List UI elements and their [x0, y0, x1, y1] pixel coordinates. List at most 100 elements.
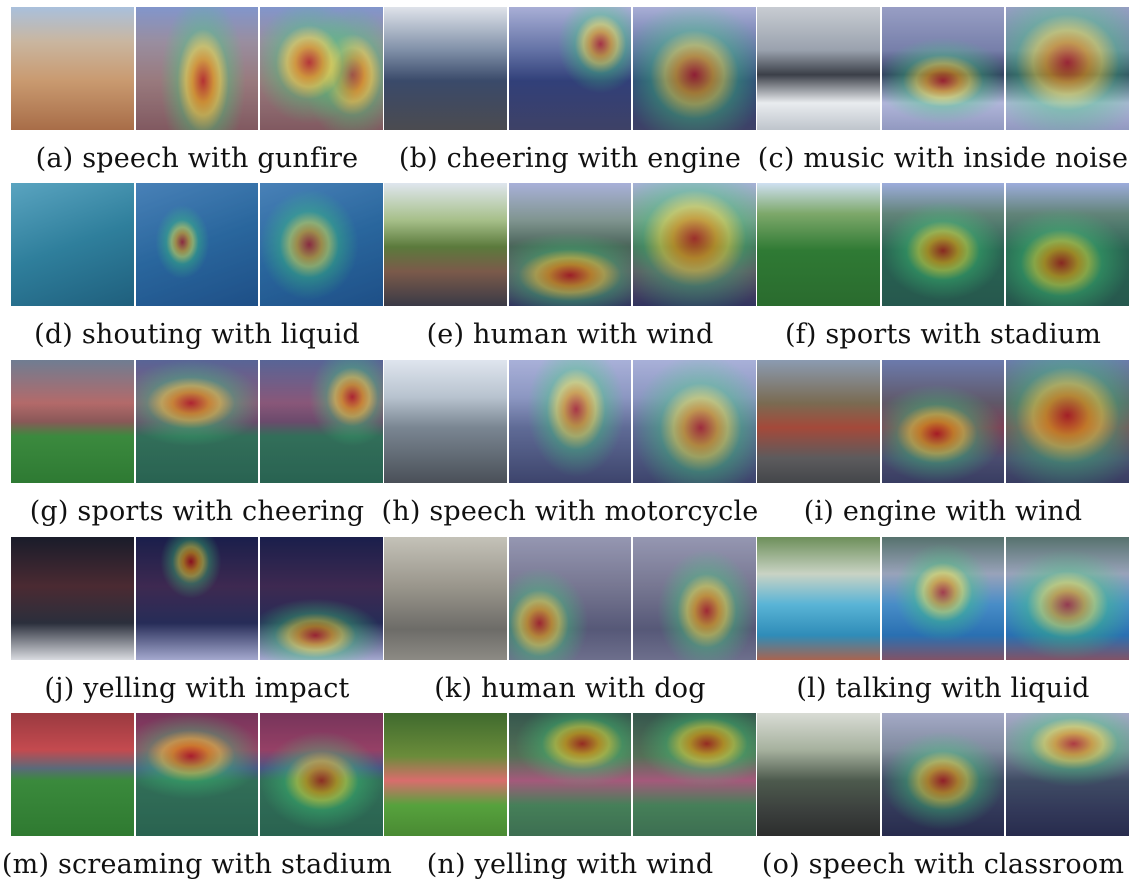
heatmap-overlay [881, 713, 1005, 836]
figure-panel: (d) shouting with liquid [11, 183, 383, 360]
scene-image [757, 183, 880, 306]
heatmap-frame-2 [633, 360, 756, 483]
heatmap-overlay [135, 183, 259, 306]
panel-caption: (g) sports with cheering [29, 496, 365, 527]
heatmap-frame-2 [260, 360, 383, 483]
heatmap-frame-1 [508, 537, 632, 660]
heatmap-frame-1 [508, 7, 632, 130]
image-triplet [757, 360, 1129, 483]
scene-image [384, 713, 507, 836]
heatmap-frame-2 [260, 537, 383, 660]
heatmap-frame-2 [1006, 713, 1129, 836]
original-frame [11, 183, 134, 306]
heatmap-overlay [135, 537, 259, 660]
heatmap-overlay [508, 537, 632, 660]
heatmap-frame-1 [135, 183, 259, 306]
heatmap-frame-1 [881, 7, 1005, 130]
heatmap-overlay [260, 183, 383, 306]
original-frame [757, 360, 880, 483]
image-triplet [11, 360, 383, 483]
heatmap-overlay [1006, 360, 1129, 483]
scene-image [757, 537, 880, 660]
heatmap-frame-1 [135, 7, 259, 130]
heatmap-overlay [508, 713, 632, 836]
scene-image [11, 7, 134, 130]
original-frame [384, 183, 507, 306]
panel-caption: (n) yelling with wind [426, 849, 714, 880]
heatmap-overlay [633, 713, 756, 836]
heatmap-overlay [508, 7, 632, 130]
heatmap-frame-2 [633, 537, 756, 660]
panel-caption: (k) human with dog [434, 673, 706, 704]
scene-image [757, 7, 880, 130]
scene-image [384, 7, 507, 130]
figure-panel: (m) screaming with stadium [2, 713, 392, 890]
image-triplet [11, 183, 383, 306]
image-triplet [384, 713, 756, 836]
image-triplet [384, 7, 756, 130]
figure-panel: (j) yelling with impact [11, 537, 383, 714]
heatmap-frame-1 [135, 537, 259, 660]
panel-caption: (e) human with wind [426, 319, 714, 350]
heatmap-frame-2 [1006, 7, 1129, 130]
figure-panel: (h) speech with motorcycle [382, 360, 758, 537]
image-triplet [11, 7, 383, 130]
heatmap-frame-2 [633, 7, 756, 130]
figure-panel: (f) sports with stadium [757, 183, 1129, 360]
heatmap-frame-2 [633, 713, 756, 836]
figure-panel: (e) human with wind [384, 183, 756, 360]
scene-image [757, 360, 880, 483]
original-frame [757, 7, 880, 130]
scene-image [757, 713, 880, 836]
image-triplet [384, 183, 756, 306]
image-triplet [757, 537, 1129, 660]
heatmap-frame-1 [508, 183, 632, 306]
heatmap-frame-2 [260, 183, 383, 306]
heatmap-overlay [135, 360, 259, 483]
heatmap-overlay [881, 183, 1005, 306]
panel-caption: (i) engine with wind [803, 496, 1083, 527]
scene-image [11, 713, 134, 836]
image-triplet [757, 713, 1129, 836]
panel-caption: (h) speech with motorcycle [381, 496, 759, 527]
original-frame [11, 537, 134, 660]
heatmap-overlay [260, 713, 383, 836]
heatmap-frame-1 [881, 360, 1005, 483]
heatmap-frame-1 [881, 183, 1005, 306]
figure-panel: (l) talking with liquid [757, 537, 1129, 714]
scene-image [11, 360, 134, 483]
scene-image [384, 537, 507, 660]
heatmap-frame-1 [508, 360, 632, 483]
heatmap-frame-1 [508, 713, 632, 836]
panel-caption: (j) yelling with impact [44, 673, 350, 704]
heatmap-frame-2 [633, 183, 756, 306]
original-frame [384, 360, 507, 483]
original-frame [11, 7, 134, 130]
image-triplet [384, 537, 756, 660]
heatmap-frame-1 [135, 713, 259, 836]
heatmap-overlay [1006, 713, 1129, 836]
image-triplet [757, 183, 1129, 306]
heatmap-overlay [881, 360, 1005, 483]
panel-caption: (o) speech with classroom [761, 849, 1125, 880]
image-triplet [11, 713, 383, 836]
figure-panel: (b) cheering with engine [384, 7, 756, 184]
heatmap-frame-2 [1006, 183, 1129, 306]
figure-panel: (a) speech with gunfire [11, 7, 383, 184]
figure-panel: (i) engine with wind [757, 360, 1129, 537]
heatmap-overlay [508, 183, 632, 306]
heatmap-frame-1 [881, 713, 1005, 836]
original-frame [384, 713, 507, 836]
figure-panel: (c) music with inside noise [757, 7, 1129, 184]
figure-panel: (n) yelling with wind [384, 713, 756, 890]
original-frame [384, 7, 507, 130]
panel-caption: (b) cheering with engine [398, 143, 742, 174]
heatmap-overlay [633, 7, 756, 130]
heatmap-overlay [135, 7, 259, 130]
figure-panel: (k) human with dog [384, 537, 756, 714]
panel-caption: (c) music with inside noise [757, 143, 1129, 174]
heatmap-overlay [135, 713, 259, 836]
image-triplet [384, 360, 756, 483]
heatmap-overlay [881, 537, 1005, 660]
panel-caption: (d) shouting with liquid [34, 319, 360, 350]
